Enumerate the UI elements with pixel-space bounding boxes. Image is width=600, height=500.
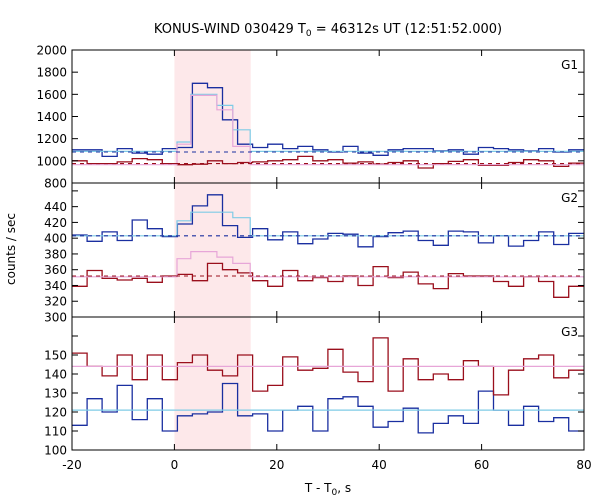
y-tick-label: 100 <box>44 444 67 458</box>
y-axis-label: counts / sec <box>4 213 18 285</box>
y-tick-label: 300 <box>44 311 67 325</box>
panel-label: G1 <box>561 58 578 72</box>
y-tick-label: 440 <box>44 200 67 214</box>
panel-label: G2 <box>561 191 578 205</box>
y-tick-label: 120 <box>44 406 67 420</box>
series-line-pink-3 <box>72 251 584 278</box>
panel-frame <box>71 182 585 318</box>
series-line-blue-0 <box>72 82 584 158</box>
series-line-red-1 <box>72 337 584 396</box>
y-tick-label: 2000 <box>36 44 67 58</box>
y-tick-label: 380 <box>44 247 67 261</box>
chart-title: KONUS-WIND 030429 T0 = 46312s UT (12:51:… <box>154 22 502 39</box>
series-line-red-1 <box>72 155 584 169</box>
panel-g3: 100 110 120 130 140 150 G3 <box>44 316 585 458</box>
x-tick-label: 20 <box>269 458 284 472</box>
series-line-blue-0 <box>72 194 584 248</box>
y-tick-label: 400 <box>44 232 67 246</box>
y-tick-label: 800 <box>44 177 67 191</box>
x-tick-label: 60 <box>474 458 489 472</box>
y-tick-label: 320 <box>44 295 67 309</box>
y-tick-label: 360 <box>44 263 67 277</box>
panel-g1: 800 1000 1200 1400 1600 1800 2000 G1 <box>36 44 585 191</box>
y-tick-label: 340 <box>44 279 67 293</box>
x-tick-label: 40 <box>372 458 387 472</box>
x-axis-label: T - T0, s <box>304 481 351 498</box>
panel-frame <box>71 316 585 451</box>
y-tick-label: 130 <box>44 387 67 401</box>
highlight-band <box>174 183 251 317</box>
y-tick-label: 140 <box>44 368 67 382</box>
series-line-pink-3 <box>72 94 584 166</box>
series-line-cyan-2 <box>72 93 584 152</box>
y-tick-label: 110 <box>44 425 67 439</box>
series-line-blue-0 <box>72 382 584 434</box>
x-tick-label: 80 <box>576 458 591 472</box>
y-tick-label: 1400 <box>36 110 67 124</box>
series-line-red-1 <box>72 262 584 298</box>
y-tick-label: 1200 <box>36 132 67 146</box>
panels-group: 800100012001400160018002000G130032034036… <box>36 44 591 473</box>
y-tick-label: 1000 <box>36 154 67 168</box>
y-tick-label: 1600 <box>36 88 67 102</box>
y-tick-label: 420 <box>44 216 67 230</box>
panel-label: G3 <box>561 325 578 339</box>
x-tick-label: 0 <box>171 458 179 472</box>
series-line-cyan-2 <box>72 211 584 237</box>
y-tick-label: 150 <box>44 349 67 363</box>
x-tick-label: -20 <box>62 458 82 472</box>
highlight-band <box>174 317 251 450</box>
y-tick-label: 1800 <box>36 66 67 80</box>
